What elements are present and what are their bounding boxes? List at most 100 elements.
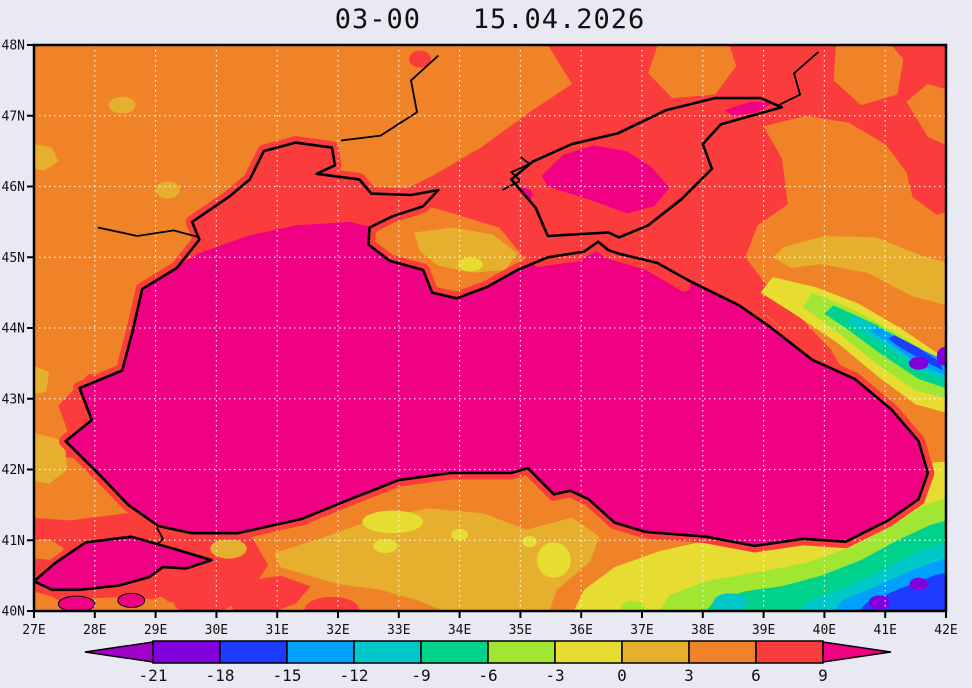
- pontic-peak-violet-2: [909, 577, 928, 591]
- azov-magenta-core: [541, 145, 670, 214]
- amber-dot-2: [155, 181, 180, 199]
- colorbar-value-label: 9: [818, 666, 828, 685]
- colorbar-value-label: 6: [751, 666, 761, 685]
- colorbar-cell: [219, 640, 288, 664]
- caucasus-band-blue: [888, 335, 943, 371]
- marmara-fill: [34, 536, 212, 590]
- map-area: [34, 45, 946, 611]
- pontic-cyan-dot: [713, 593, 748, 611]
- colorbar-value-label: -6: [478, 666, 497, 685]
- yellow-spot-4: [451, 528, 469, 541]
- yellow-spot-5: [522, 536, 537, 548]
- lon-tick-label: 40E: [813, 623, 836, 638]
- colorbar-value-label: -3: [545, 666, 564, 685]
- colorbar-value-label: -18: [206, 666, 235, 685]
- lon-tick-label: 34E: [448, 623, 471, 638]
- colorbar-value-label: -15: [273, 666, 302, 685]
- colorbar-value-label: 0: [617, 666, 627, 685]
- map-frame: [32, 43, 948, 613]
- lon-tick-label: 39E: [752, 623, 775, 638]
- lon-tick-label: 36E: [569, 623, 592, 638]
- yellow-spot-1: [362, 510, 424, 534]
- yellow-spot-3: [536, 542, 571, 578]
- lake-1: [57, 595, 96, 611]
- colorbar-cell: [487, 640, 556, 664]
- amber-left-1: [34, 143, 59, 171]
- river-line: [778, 51, 819, 106]
- lon-tick-label: 28E: [83, 623, 106, 638]
- lon-tick-label: 29E: [144, 623, 167, 638]
- lat-tick-label: 42N: [2, 463, 25, 478]
- axis-bottom: 27E 28E 29E 30E 31E 32E 33E 34E 35E 36E 37E 38E 39E 4…: [22, 612, 958, 638]
- lon-tick-label: 41E: [873, 623, 896, 638]
- caucasus-peak-violet-2: [936, 347, 946, 366]
- colorbar-cell: [286, 640, 355, 664]
- orange-gap-top-2: [833, 45, 904, 106]
- colorbar-cell: [621, 640, 690, 664]
- taganrog-magenta: [724, 101, 773, 116]
- colorbar-cell: [755, 640, 824, 664]
- lon-tick-label: 30E: [205, 623, 228, 638]
- colorbar-cell: [353, 640, 422, 664]
- colorbar-cell: [688, 640, 757, 664]
- yellow-spot-2: [373, 538, 398, 553]
- kerch-warm-strip: [532, 237, 691, 292]
- colorbar-cell: [152, 640, 221, 664]
- amber-left-2: [34, 365, 50, 395]
- gridlines: [34, 45, 946, 611]
- orange-gap-right: [906, 83, 946, 145]
- lon-tick-label: 35E: [509, 623, 532, 638]
- colorbar-value-label: -21: [139, 666, 168, 685]
- lat-tick-label: 44N: [2, 322, 25, 337]
- orange-gap-marmara-west: [34, 538, 65, 561]
- amber-anatolia: [274, 508, 600, 611]
- plot-title: 03-00 15.04.2026: [334, 4, 646, 35]
- warm-blob-bottom-1: [176, 569, 238, 611]
- pontic-ygreen-dot: [620, 601, 646, 611]
- lon-tick-label: 42E: [934, 623, 957, 638]
- lat-tick-label: 45N: [2, 251, 25, 266]
- colorbar-value-label: 3: [684, 666, 694, 685]
- warm-spot-top: [409, 50, 432, 68]
- amber-dot-1: [108, 96, 136, 114]
- amber-left-3: [34, 432, 68, 484]
- lat-tick-label: 41N: [2, 534, 25, 549]
- lake-2: [117, 592, 146, 608]
- orange-gap-top-1: [648, 45, 737, 99]
- river-line: [340, 54, 439, 142]
- colorbar: -21 -18 -15 -12 -9 -6 -3 0 3 6 9: [84, 640, 892, 685]
- colorbar-arrow-left: [84, 641, 154, 663]
- colorbar-value-label: -12: [340, 666, 369, 685]
- axis-left: 48N 47N 46N 45N 44N 43N 42N 41N 40N: [2, 39, 33, 620]
- colorbar-arrow-right: [822, 641, 892, 663]
- lat-tick-label: 40N: [2, 605, 25, 620]
- colorbar-cell: [554, 640, 623, 664]
- lon-tick-label: 31E: [265, 623, 288, 638]
- lat-tick-label: 43N: [2, 392, 25, 407]
- azov-coastline: [510, 96, 784, 239]
- black-sea-coastline: [64, 141, 930, 548]
- lat-tick-label: 48N: [2, 39, 25, 54]
- lat-tick-label: 46N: [2, 180, 25, 195]
- yellow-spot-crimea: [458, 257, 483, 272]
- lon-tick-label: 38E: [691, 623, 714, 638]
- amber-crimea: [414, 227, 518, 273]
- black-sea-fill: [65, 142, 928, 546]
- colorbar-cell: [420, 640, 489, 664]
- lon-tick-label: 33E: [387, 623, 410, 638]
- lon-tick-label: 27E: [22, 623, 45, 638]
- caucasus-peak-violet-1: [908, 357, 929, 370]
- river-line: [97, 226, 200, 239]
- amber-east: [772, 236, 946, 306]
- lat-tick-label: 47N: [2, 109, 25, 124]
- lon-tick-label: 37E: [630, 623, 653, 638]
- warm-blob-bottom-2: [228, 575, 311, 611]
- pontic-peak-violet-1: [868, 595, 890, 610]
- amber-dot-3: [210, 538, 247, 559]
- marmara-coastline: [34, 535, 213, 592]
- lon-tick-label: 32E: [326, 623, 349, 638]
- colorbar-value-label: -9: [411, 666, 430, 685]
- warm-blob-bottom-3: [304, 596, 360, 611]
